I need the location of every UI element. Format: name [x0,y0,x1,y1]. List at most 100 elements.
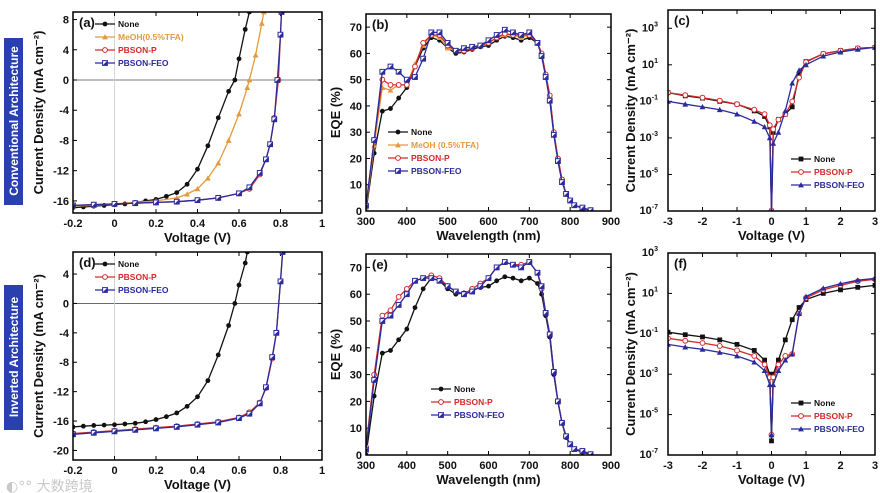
x-tick-label: 900 [602,460,620,472]
legend: None MeOH (0.5%TFA) PBSON-P PBSON-FEO [388,127,479,176]
legend: None MeOH(0.5%TFA) PBSON-P PBSON-FEO [95,19,184,68]
data-point-fill [589,451,593,455]
data-point-fill [278,278,283,284]
data-point [734,353,740,359]
data-point [775,361,782,368]
x-tick-label: 2 [837,460,843,472]
x-tick-label: 600 [479,216,497,228]
data-point-fill [174,424,180,430]
y-tick-label: 60 [350,289,362,301]
data-point-fill [535,40,540,46]
legend-marker [798,413,804,419]
data-point-fill [273,330,279,336]
watermark-logo: ◐°° 大数跨境 [6,479,93,493]
data-point [526,275,532,281]
data-point [837,280,844,287]
chart-panel-d: -0.2 0 0.2 0.4 0.6 0.8 1 4 0 -4 -8 -12 -16 -20 None PBS… [31,251,325,492]
chart-panel-b: 300 400 500 600 700 800 900 0 10 20 30 40 50 60 70 None… [328,13,620,243]
data-point-fill [174,199,180,205]
data-point [700,334,705,340]
data-point [766,135,773,141]
data-point-fill [543,310,549,316]
y-tick-label: 0 [63,75,69,87]
data-point [855,284,861,290]
data-point-fill [91,430,97,436]
data-point-fill [195,422,200,428]
data-point-fill [580,448,585,454]
data-point [682,92,689,99]
data-point-fill [547,98,553,104]
data-point [751,118,758,124]
series-line-none [366,35,591,211]
x-tick-label: 0.4 [190,218,206,230]
y-tick-exponent: 1 [654,286,658,293]
panel-label: (d) [79,255,96,270]
y-tick-exponent: -3 [652,131,658,138]
series-group [366,26,594,211]
y-tick-label: 10 [350,180,362,192]
data-point [803,61,809,68]
series-line-pbson-p [366,261,591,455]
data-point [80,423,86,429]
data-point-fill [453,48,459,54]
legend-label: None [411,127,433,137]
data-point-fill [518,32,524,38]
data-point-fill [518,265,524,270]
x-tick-label: 1 [803,216,809,228]
data-point-fill [396,302,402,308]
chart-panel-f: -3 -2 -1 0 1 2 310310110-110-310-510-7NonePBSO… [623,246,878,487]
data-point-fill [236,415,242,421]
data-point [769,438,774,444]
plot-frame [365,253,612,456]
data-point [770,140,777,146]
data-point [132,420,138,426]
data-point-fill [571,446,577,452]
data-point [215,160,222,166]
data-point [184,181,190,187]
y-tick-label: 20 [350,396,362,408]
y-axis-label: EQE (%) [328,329,343,380]
legend-label: PBSON-P [814,411,853,421]
data-point [782,337,788,343]
series-line-meoh-0-5-tfa- [366,34,591,211]
data-point-fill [412,278,418,284]
data-point [770,381,777,388]
data-point [767,371,773,377]
data-point [775,116,782,123]
data-point-fill [510,262,516,268]
x-tick-label: 1 [319,465,325,477]
x-axis-label: Voltage (V) [164,230,231,245]
data-point-fill [543,74,549,80]
data-point [699,103,706,110]
data-point-fill [420,56,426,62]
data-point-fill [132,200,138,206]
y-tick-label: 50 [350,316,362,328]
plot-frame [365,13,612,212]
data-point [246,77,253,83]
panel-label: (c) [674,13,690,28]
data-point [734,347,740,354]
data-point [494,278,500,284]
data-point [215,352,221,358]
data-point [396,337,402,343]
side-label-inverted: Inverted Architecture [4,285,23,430]
y-tick-label: 40 [350,101,362,113]
data-point [854,46,861,52]
data-point [796,310,802,316]
series-group [366,259,594,455]
series-group [73,12,285,211]
data-point-fill [112,428,117,434]
x-tick-label: 400 [398,460,416,472]
legend-label: PBSON-FEO [411,166,462,176]
data-point-fill [388,313,393,319]
x-tick-label: 0 [111,465,117,477]
data-point-fill [437,278,442,284]
data-point-fill [502,259,508,265]
data-point-fill [91,202,97,208]
x-tick-label: 900 [602,216,620,228]
y-tick-label: 0 [356,450,362,462]
legend-label: PBSON-P [814,167,853,177]
legend-marker [438,386,444,392]
data-point [796,71,802,77]
data-point [734,101,740,108]
